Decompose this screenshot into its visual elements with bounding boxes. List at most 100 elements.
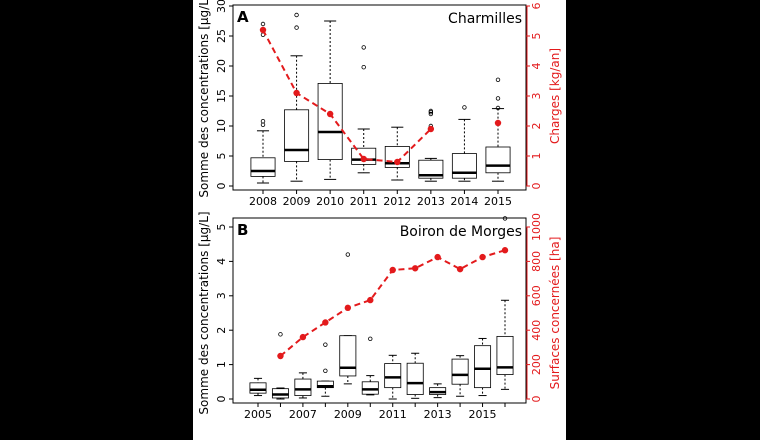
outlier-point [294, 25, 299, 30]
outlier-point [260, 21, 266, 27]
y-tick-label: 0 [215, 396, 228, 403]
x-tick-label: 2008 [249, 195, 277, 208]
outlier-point [495, 77, 501, 82]
x-tick-label: 2012 [383, 195, 411, 208]
box-iqr [418, 159, 444, 179]
y-axis-label: Somme des concentrations [µg/L] [197, 0, 211, 198]
box-2009 [284, 12, 310, 182]
y-tick-label: 1 [215, 361, 228, 368]
outlier-point [361, 45, 366, 50]
series2-point [344, 304, 352, 312]
x-tick-label: 2009 [334, 408, 362, 421]
x-tick-label: 2015 [484, 195, 512, 208]
box-2013 [429, 383, 447, 399]
box-2007 [294, 372, 312, 399]
series2-point [277, 352, 284, 360]
outlier-point [294, 12, 299, 18]
y-tick-label: 5 [215, 153, 228, 160]
chart-title: Boiron de Morges [400, 224, 522, 240]
box-2010 [361, 336, 379, 396]
box-iqr [284, 109, 310, 162]
plot-a: 0 5 10 15 20 25 30 0 1 2 3 4 5 6 Somme des concentrati… [197, 0, 562, 208]
box-iqr [316, 380, 334, 389]
box-2011 [351, 45, 377, 174]
y2-tick-label: 0 [530, 183, 543, 190]
box-2009 [339, 252, 357, 385]
box-2005 [249, 377, 267, 397]
box-2008 [316, 342, 334, 397]
box-iqr [317, 83, 343, 160]
box-2011 [384, 354, 402, 400]
box-2015 [474, 337, 492, 397]
y2-axis-label: Charges [kg/an] [548, 48, 562, 144]
panel-label: B [237, 221, 248, 239]
box-2008 [250, 21, 276, 184]
outlier-point [323, 368, 328, 373]
series2-point [299, 333, 307, 341]
x-tick-label: 2013 [417, 195, 445, 208]
series2-point [456, 265, 464, 273]
y-tick-label: 5 [215, 224, 228, 231]
box-2015 [485, 77, 511, 182]
y-tick-label: 0 [215, 183, 228, 190]
box-2014 [451, 105, 477, 182]
y-tick-label: 30 [215, 0, 228, 13]
box-iqr [406, 362, 424, 395]
series2-point [434, 253, 441, 261]
y2-tick-label: 600 [530, 285, 543, 306]
outlier-point [495, 105, 501, 111]
y2-tick-label: 2 [530, 123, 543, 130]
outlier-point [502, 216, 508, 221]
outlier-point [260, 122, 266, 127]
y2-axis-label: Surfaces concernées [ha] [548, 237, 562, 390]
plot-b: 0 1 2 3 4 5 0 200 400 600 800 1000 Somme des concent… [197, 211, 562, 421]
y2-tick-label: 0 [530, 396, 543, 403]
y2-tick-label: 800 [530, 251, 543, 272]
series2-point [479, 253, 486, 261]
series2-line [279, 249, 506, 357]
y2-tick-label: 1000 [530, 213, 543, 241]
x-tick-label: 2013 [424, 408, 452, 421]
box-2014 [451, 355, 469, 397]
series2-point [427, 125, 435, 133]
y-axis-label: Somme des concentrations [µg/L] [197, 211, 211, 414]
series2-point [501, 247, 509, 254]
outlier-point [278, 332, 283, 337]
box-iqr [451, 358, 469, 385]
series2-point [326, 110, 334, 118]
outlier-point [428, 108, 434, 114]
plot-frame [232, 4, 527, 191]
box-iqr [249, 382, 267, 394]
y-tick-label: 2 [215, 327, 228, 334]
y2-tick-label: 200 [530, 354, 543, 375]
x-tick-label: 2009 [283, 195, 311, 208]
panel-label: A [237, 8, 249, 26]
series2-point [411, 265, 419, 272]
box-iqr [339, 335, 357, 377]
y2-tick-label: 5 [530, 33, 543, 40]
x-tick-label: 2005 [244, 408, 272, 421]
box-2012 [406, 352, 424, 399]
outlier-point [368, 336, 373, 341]
outlier-point [428, 111, 434, 117]
y-tick-label: 15 [215, 89, 228, 103]
y-tick-label: 20 [215, 59, 228, 73]
box-iqr [496, 335, 514, 375]
box-iqr [361, 381, 379, 395]
box-2016 [496, 216, 514, 390]
x-tick-label: 2010 [316, 195, 344, 208]
series2-point [360, 155, 367, 163]
x-tick-label: 2011 [379, 408, 407, 421]
outlier-point [345, 252, 351, 257]
box-2013 [418, 108, 444, 182]
y2-tick-label: 6 [530, 3, 543, 10]
y-tick-label: 25 [215, 29, 228, 43]
chart-title: Charmilles [448, 11, 522, 27]
y-tick-label: 3 [215, 292, 228, 299]
box-2006 [271, 332, 289, 400]
outlier-point [260, 118, 266, 124]
x-tick-label: 2014 [450, 195, 478, 208]
series2-point [259, 26, 267, 34]
y2-tick-label: 4 [530, 63, 543, 70]
